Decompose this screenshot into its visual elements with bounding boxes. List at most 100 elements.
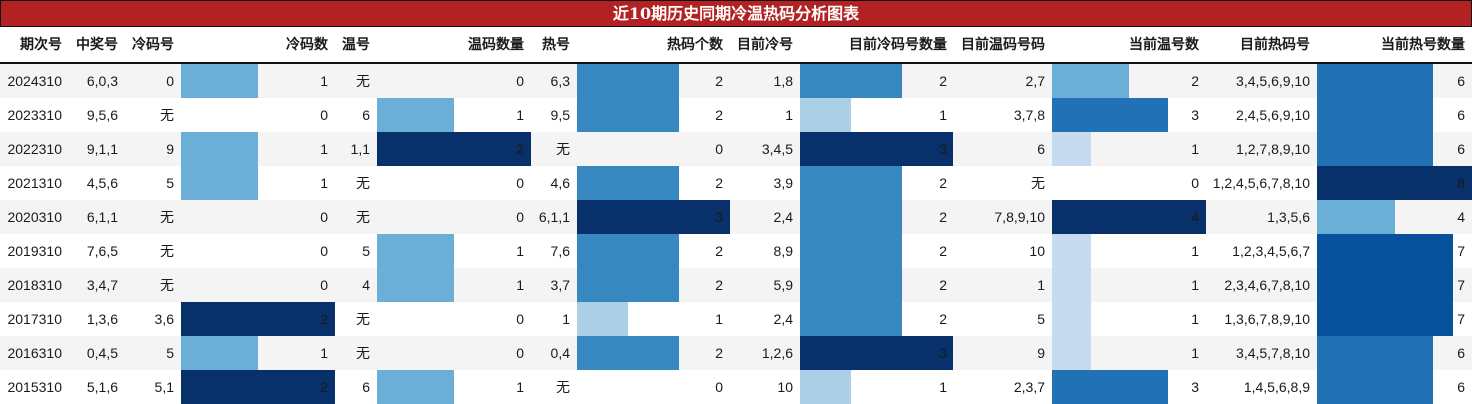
cell-hot-count: 2 [715, 175, 723, 191]
cell-cur-warm: 6 [1037, 141, 1045, 157]
cell-hot-count: 0 [715, 379, 723, 395]
cell-cur-hot-count: 6 [1457, 107, 1465, 123]
data-bar [1052, 370, 1168, 404]
data-bar [1317, 132, 1434, 166]
cell-period: 2022310 [7, 141, 62, 157]
data-bar [1052, 132, 1091, 166]
cell-cur-warm-count: 0 [1191, 175, 1199, 191]
cell-cur-hot: 2,4,5,6,9,10 [1236, 107, 1310, 123]
cell-warm-count: 0 [516, 345, 524, 361]
cell-warm: 无 [356, 73, 370, 89]
column-header-cur-warm-count: 当前温号数 [1129, 37, 1199, 53]
cell-cur-cold: 5,9 [773, 277, 793, 293]
cell-winning: 6,1,1 [86, 209, 118, 225]
cell-hot: 7,6 [550, 243, 570, 259]
cell-winning: 9,1,1 [86, 141, 118, 157]
data-bar [1317, 200, 1395, 234]
cell-cur-warm-count: 1 [1191, 243, 1199, 259]
data-bar [800, 370, 851, 404]
cell-cold-count: 1 [320, 345, 328, 361]
data-bar [1052, 268, 1091, 302]
cell-warm-count: 0 [516, 311, 524, 327]
cell-warm: 无 [356, 311, 370, 327]
cell-cur-cold: 10 [777, 379, 793, 395]
data-bar [1317, 98, 1434, 132]
column-header-cur-warm: 目前温码号码 [961, 37, 1045, 53]
column-header-warm-count: 温码数量 [468, 37, 524, 53]
cell-cur-cold: 1,2,6 [761, 345, 793, 361]
cell-cur-hot: 2,3,4,6,7,8,10 [1224, 277, 1310, 293]
cell-cur-cold-count: 1 [939, 379, 947, 395]
table-header: 期次号 中奖号 冷码号 冷码数 温号 温码数量 热号 热码个数 目前冷号 目前冷码号数量 目前温码号… [0, 27, 1472, 64]
table-row: 2021310 4,5,6 5 1 无 0 4,6 2 3,9 2 无 0 1,2,4,5,6,7,8,… [0, 166, 1472, 200]
column-header-period: 期次号 [20, 37, 62, 53]
cell-cur-cold-count: 2 [939, 175, 947, 191]
cell-cur-hot: 1,2,3,4,5,6,7 [1232, 243, 1310, 259]
data-bar [1317, 302, 1453, 336]
cell-period: 2021310 [7, 175, 62, 191]
column-header-cold-count: 冷码数 [286, 37, 328, 53]
data-bar [377, 234, 454, 268]
cell-cur-hot: 1,2,4,5,6,7,8,10 [1212, 175, 1310, 191]
cell-cold-count: 2 [320, 311, 328, 327]
data-bar [1317, 336, 1434, 370]
column-header-winning: 中奖号 [76, 37, 118, 53]
data-bar [577, 234, 679, 268]
table-row: 2015310 5,1,6 5,1 2 6 1 无 0 10 1 2,3,7 3 1,4,5,6,8,9… [0, 370, 1472, 404]
cell-cur-warm: 无 [1031, 175, 1045, 191]
cell-cold: 5,1 [154, 379, 174, 395]
cell-winning: 1,3,6 [86, 311, 118, 327]
table-row: 2016310 0,4,5 5 1 无 0 0,4 2 1,2,6 3 9 1 3,4,5,7,8,10… [0, 336, 1472, 370]
table-body: 2024310 6,0,3 0 1 无 0 6,3 2 1,8 2 2,7 2 3,4,5,6,9,10… [0, 64, 1472, 404]
cell-cur-cold: 3,9 [773, 175, 793, 191]
cell-cur-hot-count: 6 [1457, 73, 1465, 89]
cell-warm: 6 [362, 107, 370, 123]
cell-cur-hot-count: 4 [1457, 209, 1465, 225]
cell-period: 2018310 [7, 277, 62, 293]
data-bar [1052, 64, 1129, 98]
cell-winning: 7,6,5 [86, 243, 118, 259]
cell-cur-warm-count: 1 [1191, 141, 1199, 157]
cell-cur-hot-count: 7 [1457, 277, 1465, 293]
cell-cur-warm-count: 3 [1191, 107, 1199, 123]
cell-cur-hot-count: 7 [1457, 311, 1465, 327]
cell-cur-hot-count: 6 [1457, 141, 1465, 157]
column-header-cold: 冷码号 [132, 37, 174, 53]
cell-warm-count: 1 [516, 107, 524, 123]
cell-cur-hot-count: 6 [1457, 379, 1465, 395]
cell-period: 2019310 [7, 243, 62, 259]
cell-cur-cold-count: 2 [939, 277, 947, 293]
cell-cold-count: 1 [320, 73, 328, 89]
cell-period: 2016310 [7, 345, 62, 361]
cell-cur-hot-count: 7 [1457, 243, 1465, 259]
data-bar [1317, 370, 1434, 404]
data-bar [377, 370, 454, 404]
cell-winning: 3,4,7 [86, 277, 118, 293]
data-bar [800, 200, 902, 234]
cell-hot-count: 2 [715, 73, 723, 89]
data-bar [181, 302, 335, 336]
data-bar [800, 166, 902, 200]
cell-winning: 9,5,6 [86, 107, 118, 123]
data-bar [577, 200, 730, 234]
cell-cur-warm: 1 [1037, 277, 1045, 293]
cell-warm: 无 [356, 345, 370, 361]
cell-period: 2023310 [7, 107, 62, 123]
column-header-cur-cold-count: 目前冷码号数量 [849, 37, 947, 53]
table-row: 2022310 9,1,1 9 1 1,1 2 无 0 3,4,5 3 6 1 1,2,7,8,9,10… [0, 132, 1472, 166]
data-bar [181, 64, 258, 98]
data-bar [577, 64, 679, 98]
cell-warm: 5 [362, 243, 370, 259]
cell-warm-count: 1 [516, 277, 524, 293]
cell-cold: 5 [166, 175, 174, 191]
cell-winning: 4,5,6 [86, 175, 118, 191]
data-bar [1052, 336, 1091, 370]
cell-cold: 无 [160, 209, 174, 225]
cell-hot: 无 [556, 379, 570, 395]
cell-hot-count: 0 [715, 141, 723, 157]
data-bar [181, 166, 258, 200]
cell-cur-hot: 3,4,5,7,8,10 [1236, 345, 1310, 361]
cell-cold-count: 0 [320, 243, 328, 259]
cell-period: 2015310 [7, 379, 62, 395]
cell-warm-count: 1 [516, 379, 524, 395]
